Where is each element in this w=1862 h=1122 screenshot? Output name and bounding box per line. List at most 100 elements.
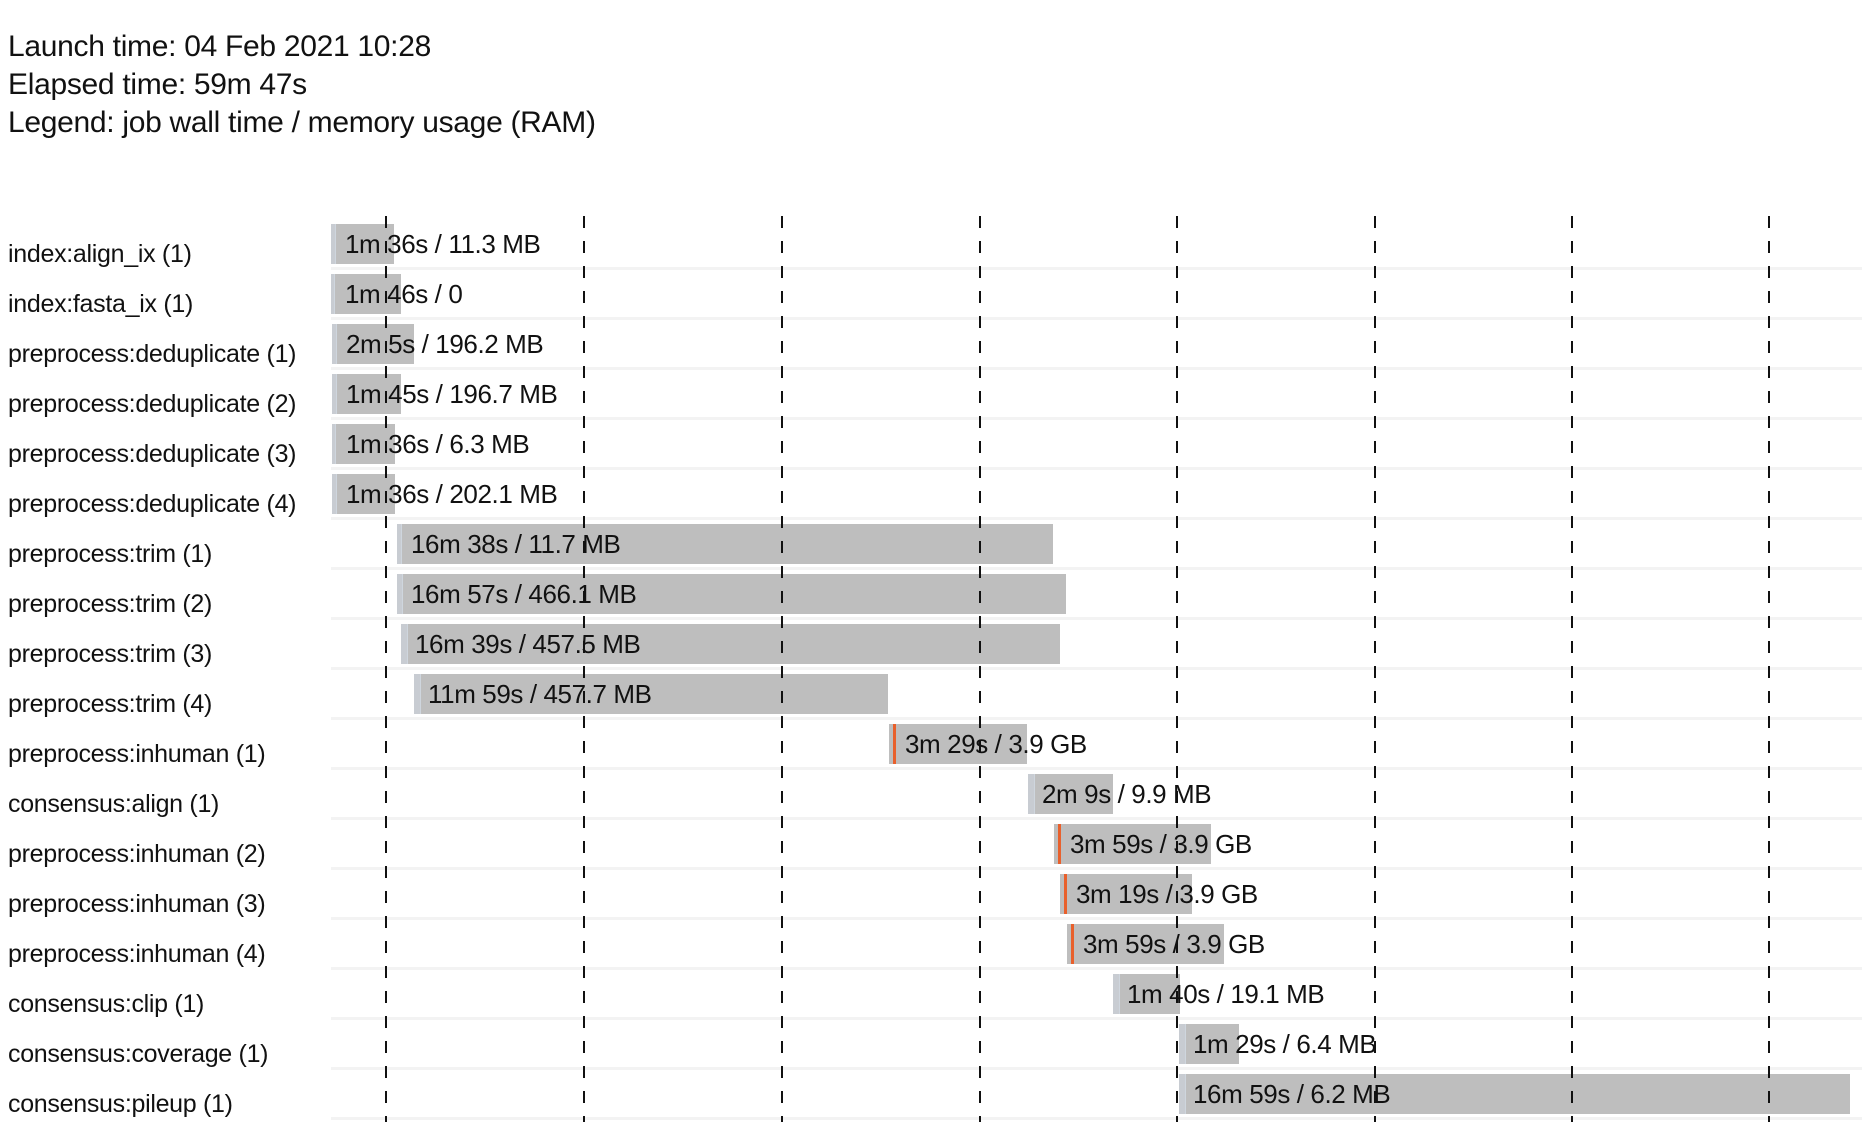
task-label: index:fasta_ix (1) [8,290,193,318]
row-separator [331,1017,1862,1020]
task-label: preprocess:trim (3) [8,640,213,668]
task-bar-label: 2m 5s / 196.2 MB [346,329,544,359]
task-bar-label: 16m 59s / 6.2 MB [1193,1079,1391,1109]
row-separator [331,967,1862,970]
task-bar-label: 1m 46s / 0 [345,279,463,309]
task-bar[interactable] [401,624,1060,664]
grid-line-overlay [979,216,981,1122]
pending-segment [331,274,335,314]
task-bar[interactable] [331,224,394,264]
task-label: consensus:clip (1) [8,990,205,1018]
task-label: preprocess:trim (1) [8,540,213,568]
task-bar-label: 16m 57s / 466.1 MB [411,579,637,609]
task-label: preprocess:trim (4) [8,690,213,718]
task-bar[interactable] [332,324,414,364]
task-bar[interactable] [332,424,395,464]
row-separator [331,417,1862,420]
task-bar-label: 16m 39s / 457.5 MB [415,629,641,659]
row-separator [331,917,1862,920]
task-bar-label: 1m 45s / 196.7 MB [346,379,558,409]
grid-line-overlay [1176,216,1178,1122]
legend-text: Legend: job wall time / memory usage (RA… [8,106,596,139]
task-bar-label: 3m 19s / 3.9 GB [1076,879,1258,909]
row-separator [331,517,1862,520]
task-bar-label: 3m 59s / 3.9 GB [1083,929,1265,959]
elapsed-time: Elapsed time: 59m 47s [8,68,307,101]
memory-marker [1071,924,1074,964]
task-bar[interactable] [1054,824,1211,864]
pending-segment [331,224,336,264]
task-bar[interactable] [889,724,1027,764]
grid-line-overlay [583,216,585,1122]
task-label: consensus:align (1) [8,790,220,818]
task-label: preprocess:inhuman (3) [8,890,266,918]
task-bar[interactable] [1179,1024,1239,1064]
row-separator [331,467,1862,470]
pending-segment [397,574,403,614]
memory-marker [1064,874,1067,914]
row-separator [331,1117,1862,1120]
task-bar[interactable] [414,674,888,714]
row-separator [331,567,1862,570]
pending-segment [332,374,337,414]
task-label: consensus:pileup (1) [8,1090,233,1118]
task-bar-label: 3m 59s / 3.9 GB [1070,829,1252,859]
task-bar[interactable] [397,524,1053,564]
row-separator [331,767,1862,770]
pending-segment [1179,1074,1186,1114]
grid-line-overlay [1374,216,1376,1122]
task-bar[interactable] [1028,774,1113,814]
row-separator [331,867,1862,870]
launch-time: Launch time: 04 Feb 2021 10:28 [8,30,431,63]
task-bar-label: 1m 36s / 11.3 MB [345,229,541,259]
task-bar-label: 1m 36s / 202.1 MB [346,479,558,509]
task-label: preprocess:deduplicate (3) [8,440,297,468]
row-separator [331,1067,1862,1070]
task-bar[interactable] [1113,974,1180,1014]
row-separator [331,317,1862,320]
task-label: index:align_ix (1) [8,240,192,268]
task-bar[interactable] [397,574,1066,614]
row-separator [331,667,1862,670]
task-bar-label: 11m 59s / 457.7 MB [428,679,652,709]
task-bar-label: 1m 40s / 19.1 MB [1127,979,1325,1009]
pending-segment [401,624,408,664]
pending-segment [414,674,421,714]
memory-marker [893,724,896,764]
task-label: preprocess:inhuman (1) [8,740,266,768]
task-bar[interactable] [331,274,401,314]
task-bar[interactable] [1067,924,1224,964]
task-bar-label: 3m 29s / 3.9 GB [905,729,1087,759]
grid-line-overlay [1571,216,1573,1122]
task-label: preprocess:deduplicate (4) [8,490,297,518]
row-separator [331,267,1862,270]
task-bar[interactable] [332,374,401,414]
row-separator [331,617,1862,620]
task-bar[interactable] [1060,874,1192,914]
pending-segment [332,424,336,464]
grid-line-overlay [1768,216,1770,1122]
pending-segment [332,324,337,364]
task-label: preprocess:deduplicate (1) [8,340,297,368]
task-label: preprocess:inhuman (2) [8,840,266,868]
task-bar-label: 1m 36s / 6.3 MB [346,429,530,459]
task-bar-label: 2m 9s / 9.9 MB [1042,779,1212,809]
task-label: preprocess:inhuman (4) [8,940,266,968]
task-bar[interactable] [332,474,395,514]
pending-segment [397,524,402,564]
pending-segment [1179,1024,1186,1064]
run-summary-header: Launch time: 04 Feb 2021 10:28 Elapsed t… [8,28,596,142]
memory-marker [1058,824,1061,864]
pending-segment [1028,774,1035,814]
row-separator [331,367,1862,370]
row-separator [331,717,1862,720]
task-label: preprocess:trim (2) [8,590,213,618]
row-separator [331,817,1862,820]
task-bar[interactable] [1179,1074,1850,1114]
task-bar-label: 16m 38s / 11.7 MB [411,529,621,559]
grid-line-overlay [385,216,387,1122]
pending-segment [1113,974,1120,1014]
task-label: consensus:coverage (1) [8,1040,269,1068]
task-label: preprocess:deduplicate (2) [8,390,297,418]
